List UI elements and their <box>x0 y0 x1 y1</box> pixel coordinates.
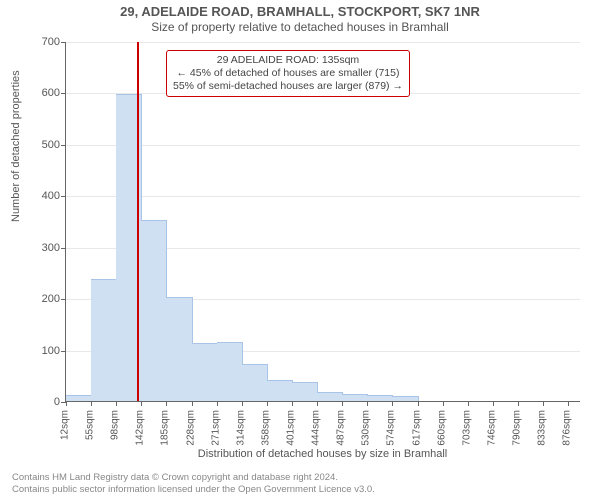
ytick-label: 200 <box>20 293 60 305</box>
xtick-label: 55sqm <box>85 410 96 440</box>
ytick-label: 100 <box>20 345 60 357</box>
ytick-label: 400 <box>20 190 60 202</box>
xtick-mark <box>392 401 393 406</box>
annotation-line: 55% of semi-detached houses are larger (… <box>173 80 403 93</box>
ytick-label: 300 <box>20 242 60 254</box>
xtick-mark <box>367 401 368 406</box>
xtick-mark <box>267 401 268 406</box>
xtick-label: 444sqm <box>311 410 322 446</box>
xtick-mark <box>418 401 419 406</box>
page-subtitle: Size of property relative to detached ho… <box>0 20 600 34</box>
ytick-label: 0 <box>20 396 60 408</box>
annotation-line: ← 45% of detached of houses are smaller … <box>173 67 403 80</box>
xtick-mark <box>166 401 167 406</box>
ytick-mark <box>61 299 66 300</box>
footer-line-2: Contains public sector information licen… <box>12 484 592 496</box>
footer-line-1: Contains HM Land Registry data © Crown c… <box>12 472 592 484</box>
xtick-label: 790sqm <box>511 410 522 446</box>
histogram-bar <box>367 395 393 401</box>
ytick-mark <box>61 42 66 43</box>
histogram-bar <box>141 220 167 401</box>
xtick-label: 574sqm <box>386 410 397 446</box>
gridline-h <box>66 196 580 197</box>
histogram-plot: 29 ADELAIDE ROAD: 135sqm← 45% of detache… <box>65 42 580 402</box>
histogram-bar <box>317 392 343 401</box>
ytick-mark <box>61 196 66 197</box>
histogram-bar <box>242 364 268 401</box>
ytick-label: 600 <box>20 87 60 99</box>
histogram-bar <box>192 343 218 401</box>
xtick-label: 185sqm <box>160 410 171 446</box>
xtick-mark <box>242 401 243 406</box>
xtick-label: 530sqm <box>361 410 372 446</box>
xtick-label: 228sqm <box>185 410 196 446</box>
xtick-label: 617sqm <box>411 410 422 446</box>
xtick-mark <box>493 401 494 406</box>
xtick-label: 314sqm <box>235 410 246 446</box>
histogram-bar <box>66 395 92 401</box>
xtick-mark <box>116 401 117 406</box>
xtick-label: 142sqm <box>135 410 146 446</box>
xtick-label: 401sqm <box>285 410 296 446</box>
histogram-bar <box>342 394 368 401</box>
footer-attribution: Contains HM Land Registry data © Crown c… <box>12 472 592 496</box>
ytick-mark <box>61 248 66 249</box>
xtick-label: 98sqm <box>110 410 121 440</box>
xtick-mark <box>292 401 293 406</box>
x-axis-title: Distribution of detached houses by size … <box>65 448 580 460</box>
xtick-mark <box>468 401 469 406</box>
marker-line <box>137 42 139 401</box>
xtick-mark <box>141 401 142 406</box>
ytick-mark <box>61 93 66 94</box>
gridline-h <box>66 42 580 43</box>
ytick-mark <box>61 351 66 352</box>
histogram-bar <box>392 396 418 401</box>
xtick-label: 703sqm <box>461 410 472 446</box>
ytick-label: 700 <box>20 36 60 48</box>
xtick-label: 660sqm <box>436 410 447 446</box>
xtick-label: 12sqm <box>60 410 71 440</box>
xtick-mark <box>91 401 92 406</box>
xtick-mark <box>66 401 67 406</box>
xtick-mark <box>217 401 218 406</box>
histogram-bar <box>166 297 192 401</box>
annotation-line: 29 ADELAIDE ROAD: 135sqm <box>173 54 403 67</box>
histogram-bar <box>217 342 243 401</box>
xtick-label: 833sqm <box>537 410 548 446</box>
xtick-label: 487sqm <box>336 410 347 446</box>
histogram-bar <box>91 279 117 401</box>
histogram-bar <box>292 382 318 401</box>
xtick-mark <box>568 401 569 406</box>
xtick-label: 271sqm <box>210 410 221 446</box>
xtick-mark <box>342 401 343 406</box>
ytick-label: 500 <box>20 139 60 151</box>
xtick-mark <box>518 401 519 406</box>
xtick-label: 358sqm <box>260 410 271 446</box>
xtick-mark <box>192 401 193 406</box>
xtick-mark <box>543 401 544 406</box>
ytick-mark <box>61 145 66 146</box>
xtick-mark <box>317 401 318 406</box>
page-title: 29, ADELAIDE ROAD, BRAMHALL, STOCKPORT, … <box>0 4 600 19</box>
xtick-label: 876sqm <box>562 410 573 446</box>
histogram-bar <box>267 380 293 401</box>
xtick-mark <box>443 401 444 406</box>
gridline-h <box>66 145 580 146</box>
annotation-box: 29 ADELAIDE ROAD: 135sqm← 45% of detache… <box>166 50 410 97</box>
xtick-label: 746sqm <box>486 410 497 446</box>
